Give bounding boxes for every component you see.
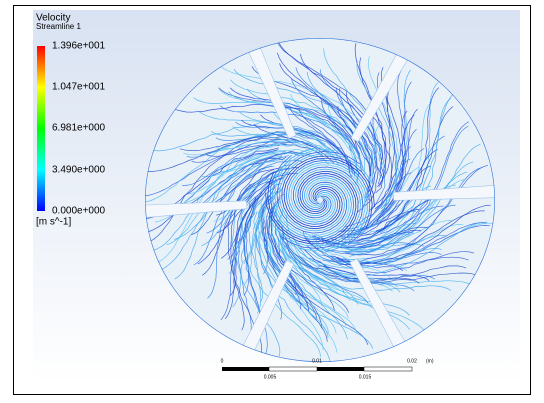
legend-label: 0.000e+000 xyxy=(52,206,106,217)
legend-label: 1.047e+001 xyxy=(52,82,106,93)
color-bar xyxy=(37,46,45,211)
scale-label: 0.01 xyxy=(312,358,322,364)
legend-subtitle: Streamline 1 xyxy=(36,22,81,31)
page: Velocity Streamline 1 1.396e+001 1.047e+… xyxy=(0,0,544,403)
scale-segment xyxy=(222,367,269,371)
screenshot: Velocity Streamline 1 1.396e+001 1.047e+… xyxy=(0,0,544,403)
scale-segment xyxy=(317,367,364,371)
legend-label: 6.981e+000 xyxy=(52,123,106,134)
scale-label: 0.005 xyxy=(264,374,277,380)
scale-label: 0.02 xyxy=(407,358,417,364)
legend-label: 3.490e+000 xyxy=(52,165,106,176)
scale-unit: (m) xyxy=(426,358,434,364)
scale-label: 0.015 xyxy=(359,374,372,380)
legend-label: 1.396e+001 xyxy=(52,41,106,52)
scale-label: 0 xyxy=(221,358,224,364)
disk xyxy=(145,38,495,362)
legend-unit: [m s^-1] xyxy=(36,217,71,228)
scale-segment xyxy=(364,367,412,371)
scale-segment xyxy=(269,367,317,371)
